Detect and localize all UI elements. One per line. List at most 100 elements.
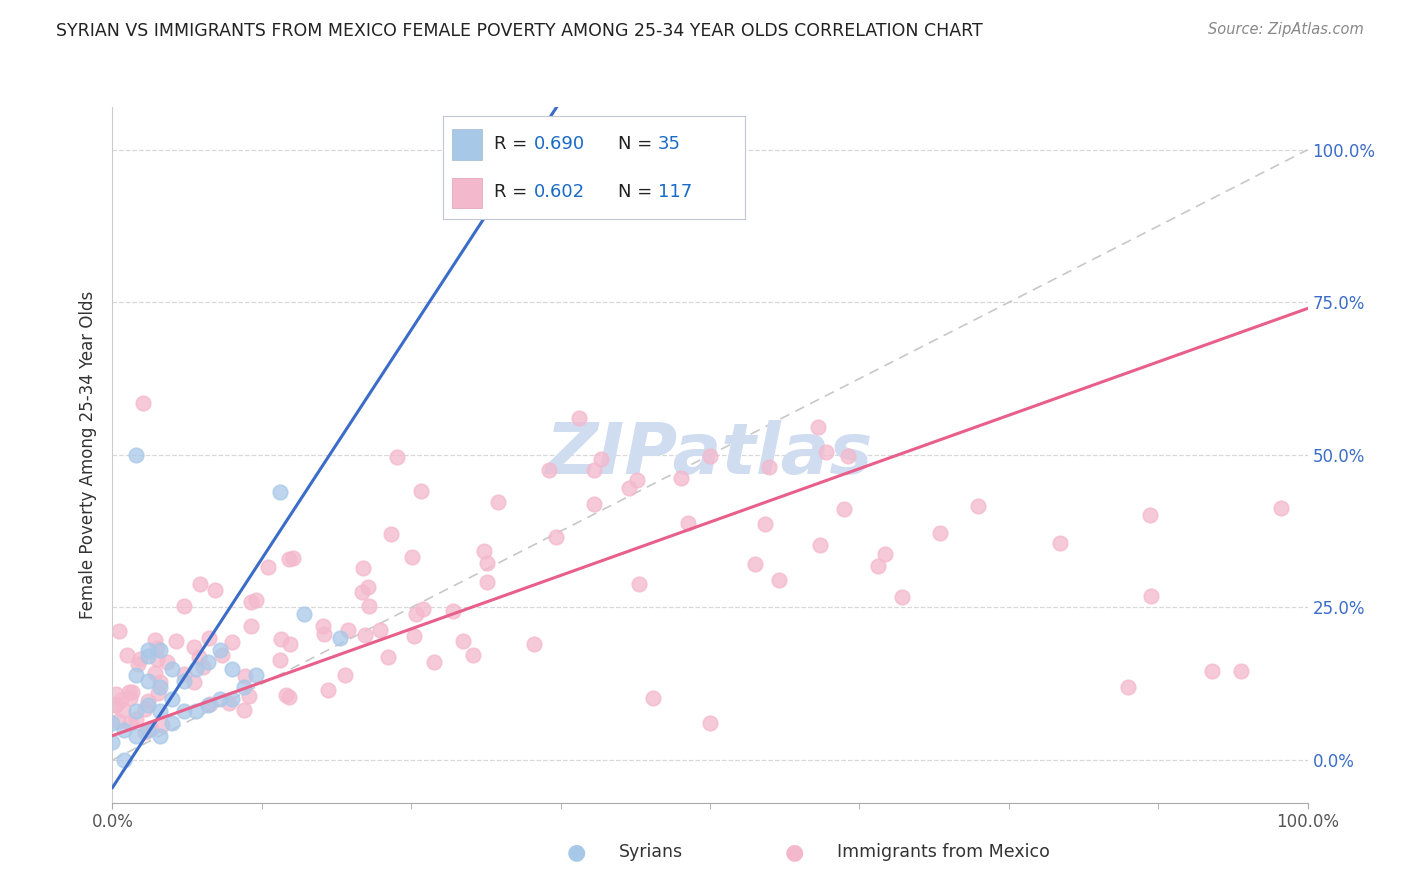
Point [138, 649, 160, 664]
Point [149, 643, 172, 657]
Point [108, 624, 131, 639]
Point [188, 649, 211, 664]
Point [928, 525, 950, 540]
Point [807, 419, 830, 434]
Point [405, 607, 427, 622]
Point [475, 575, 498, 590]
Point [191, 659, 214, 673]
Point [110, 693, 132, 707]
Point [152, 718, 174, 732]
Point [118, 716, 141, 731]
Text: 117: 117 [658, 183, 692, 201]
Point [107, 714, 129, 728]
Text: Immigrants from Mexico: Immigrants from Mexico [837, 843, 1049, 861]
Point [118, 685, 141, 699]
Text: SYRIAN VS IMMIGRANTS FROM MEXICO FEMALE POVERTY AMONG 25-34 YEAR OLDS CORRELATIO: SYRIAN VS IMMIGRANTS FROM MEXICO FEMALE … [56, 22, 983, 40]
Point [143, 633, 166, 648]
Point [173, 599, 195, 613]
Point [111, 703, 134, 717]
Point [353, 627, 375, 641]
Point [385, 450, 408, 464]
Point [146, 686, 169, 700]
Text: Source: ZipAtlas.com: Source: ZipAtlas.com [1208, 22, 1364, 37]
Point [197, 698, 219, 713]
Point [146, 651, 169, 665]
Point [423, 655, 446, 669]
Point [211, 648, 233, 662]
Point [699, 449, 721, 463]
Point [815, 444, 838, 458]
Point [643, 691, 665, 706]
Point [368, 623, 391, 637]
Point [138, 643, 160, 657]
Point [866, 558, 889, 573]
Point [125, 712, 148, 726]
Point [128, 652, 150, 666]
Point [352, 585, 374, 599]
Point [127, 657, 149, 672]
Point [136, 694, 159, 708]
Point [149, 680, 172, 694]
Point [125, 704, 148, 718]
Point [412, 602, 434, 616]
Point [239, 618, 262, 632]
Point [873, 547, 896, 561]
Point [134, 702, 156, 716]
Point [314, 627, 336, 641]
Point [754, 517, 776, 532]
Text: 0.602: 0.602 [534, 183, 585, 201]
Text: R =: R = [495, 183, 533, 201]
Point [463, 648, 485, 663]
Text: 0.690: 0.690 [534, 135, 585, 153]
Point [890, 590, 912, 604]
Point [104, 698, 127, 713]
Point [162, 661, 183, 675]
Point [537, 463, 560, 477]
Point [148, 675, 170, 690]
Point [270, 632, 292, 647]
Point [678, 516, 700, 530]
Point [183, 640, 205, 654]
Point [114, 723, 135, 737]
Point [744, 557, 766, 571]
Text: N =: N = [619, 183, 658, 201]
Point [966, 499, 988, 513]
Point [221, 661, 243, 675]
Point [280, 637, 302, 651]
Text: ●: ● [567, 842, 586, 862]
Point [204, 582, 226, 597]
Point [328, 631, 352, 645]
Point [165, 633, 187, 648]
Point [316, 683, 339, 698]
Point [114, 753, 135, 767]
Point [808, 538, 831, 552]
Text: Syrians: Syrians [619, 843, 683, 861]
Point [188, 577, 211, 591]
Text: ●: ● [785, 842, 804, 862]
Point [377, 649, 399, 664]
Text: ZIPatlas: ZIPatlas [547, 420, 873, 490]
Point [274, 688, 297, 702]
Point [441, 604, 464, 618]
Point [186, 704, 208, 718]
Point [568, 410, 591, 425]
Text: N =: N = [619, 135, 658, 153]
Point [138, 673, 160, 688]
Point [628, 577, 651, 591]
Point [1201, 664, 1223, 678]
Point [162, 716, 183, 731]
Point [198, 697, 221, 711]
Point [523, 637, 546, 651]
Text: 35: 35 [658, 135, 681, 153]
Point [105, 688, 128, 702]
Y-axis label: Female Poverty Among 25-34 Year Olds: Female Poverty Among 25-34 Year Olds [79, 291, 97, 619]
Point [245, 593, 267, 607]
Text: R =: R = [495, 135, 533, 153]
Point [197, 632, 219, 646]
Point [233, 703, 256, 717]
Point [380, 527, 402, 541]
Point [583, 497, 606, 511]
Point [139, 723, 162, 737]
Point [162, 692, 183, 706]
Point [626, 473, 648, 487]
